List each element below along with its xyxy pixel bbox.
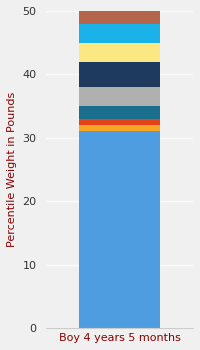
Bar (79, 43, 160, 62)
Bar (79, 106, 160, 119)
Bar (79, 125, 160, 132)
Bar (79, 87, 160, 106)
Bar (79, 11, 160, 24)
Y-axis label: Percentile Weight in Pounds: Percentile Weight in Pounds (7, 92, 17, 247)
Bar (79, 132, 160, 328)
Bar (79, 62, 160, 87)
Bar (79, 24, 160, 43)
Bar (79, 119, 160, 125)
